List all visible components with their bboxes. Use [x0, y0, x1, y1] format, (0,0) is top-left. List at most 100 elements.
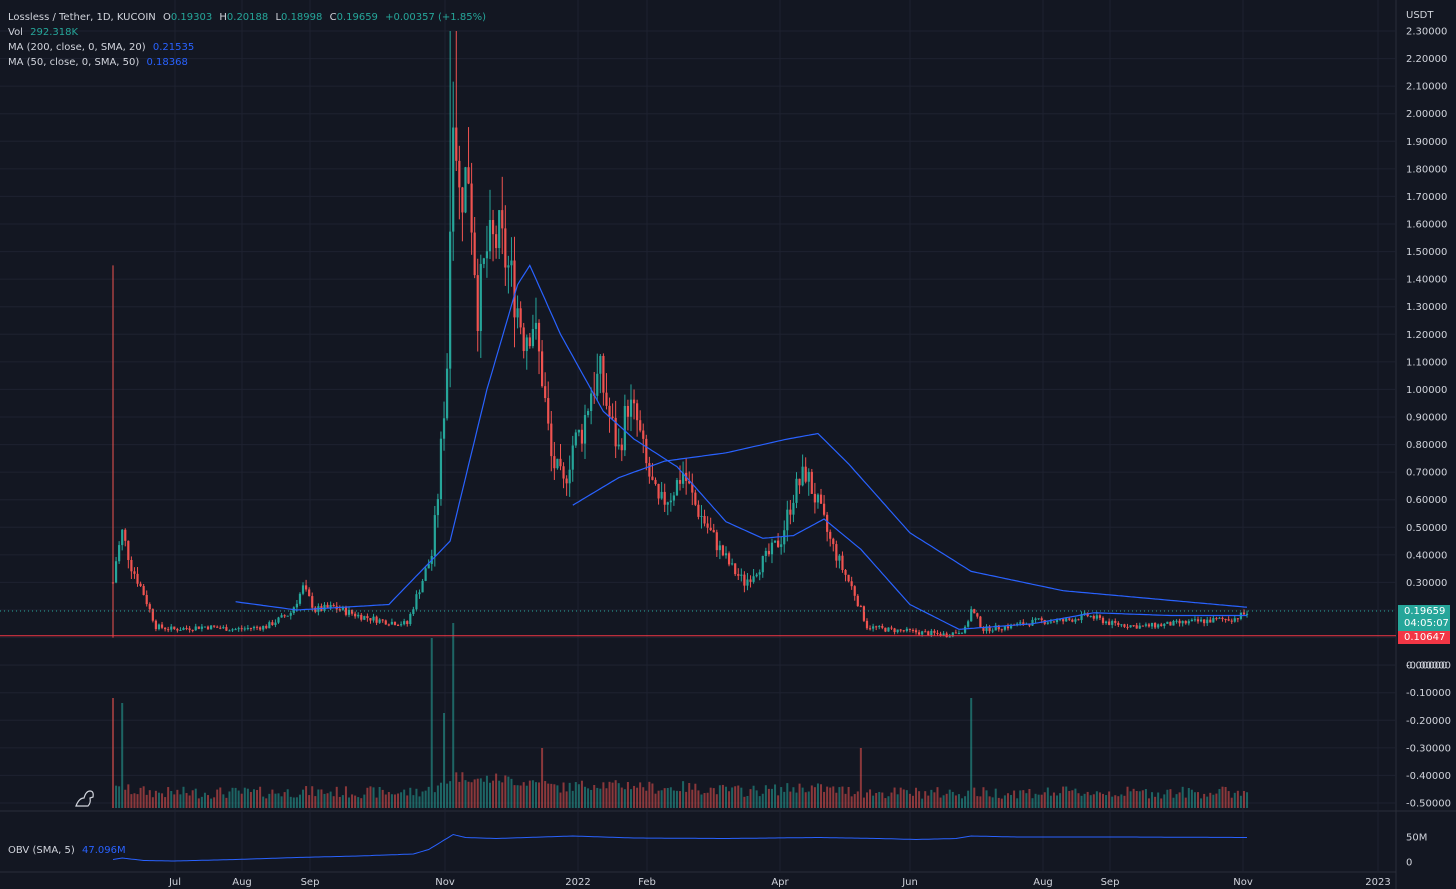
volume-bar — [758, 796, 761, 808]
candle-body — [329, 605, 332, 608]
volume-bar — [1071, 790, 1074, 808]
volume-bar — [562, 782, 565, 808]
candle-body — [271, 622, 274, 626]
volume-bar — [682, 781, 685, 808]
volume-bar — [804, 792, 807, 808]
volume-bar — [439, 782, 442, 808]
candle-body — [642, 430, 645, 439]
candle-body — [1199, 619, 1203, 622]
candle-body — [433, 515, 436, 556]
volume-bar — [878, 791, 881, 808]
candle-body — [758, 572, 761, 575]
candle-body — [914, 630, 918, 633]
candle-body — [1193, 619, 1197, 621]
candle-body — [308, 589, 311, 597]
candle-body — [583, 415, 587, 444]
candle-body — [528, 337, 531, 347]
candle-body — [372, 616, 375, 621]
candle-body — [531, 329, 535, 347]
volume-bar — [528, 780, 531, 808]
candle-body — [813, 493, 816, 503]
candle-body — [203, 626, 207, 628]
candle-body — [442, 418, 446, 439]
volume-bar — [1034, 793, 1037, 808]
candle-body — [213, 625, 216, 627]
volume-bar — [452, 623, 455, 808]
volume-bar — [338, 796, 341, 808]
volume-bar — [1172, 797, 1175, 808]
candle-body — [458, 160, 461, 188]
candle-body — [127, 540, 130, 560]
candle-body — [1040, 618, 1043, 621]
volume-bar — [872, 795, 875, 808]
volume-bar — [513, 785, 516, 808]
volume-bar — [1169, 789, 1172, 808]
candle-body — [326, 604, 329, 608]
candle-body — [1224, 618, 1227, 620]
volume-bar — [841, 786, 844, 808]
volume-bar — [1212, 794, 1215, 808]
candle-body — [1062, 619, 1065, 622]
volume-bar — [1227, 791, 1230, 808]
candle-body — [752, 576, 755, 582]
candle-body — [1157, 624, 1160, 628]
y-tick-label: 0.30000 — [1406, 578, 1447, 589]
x-tick-label: 2022 — [565, 877, 590, 888]
candle-body — [197, 626, 200, 629]
volume-bar — [997, 797, 1000, 808]
volume-bar — [167, 787, 170, 808]
volume-bar — [1086, 791, 1089, 808]
candle-body — [182, 628, 185, 630]
candle-body — [890, 627, 893, 629]
y-tick-label: 1.40000 — [1406, 275, 1447, 286]
candle-body — [614, 417, 617, 447]
candle-body — [1117, 622, 1120, 626]
y-tick-label: 1.60000 — [1406, 220, 1447, 231]
horizontal-line-tag[interactable]: 0.10647 — [1398, 631, 1450, 644]
candle-body — [280, 615, 283, 618]
candle-body — [954, 632, 957, 634]
volume-bar — [157, 792, 160, 808]
candle-body — [314, 607, 317, 612]
candle-body — [697, 504, 700, 517]
volume-bar — [142, 786, 145, 808]
candle-body — [1166, 621, 1169, 624]
volume-bar — [470, 782, 473, 808]
candle-body — [1083, 612, 1086, 615]
candle-body — [1006, 626, 1010, 629]
candle-body — [951, 632, 954, 637]
volume-bar — [1132, 788, 1135, 808]
candle-body — [1129, 625, 1132, 628]
volume-bar — [1013, 790, 1016, 808]
volume-bar — [1200, 798, 1203, 808]
candle-body — [1212, 618, 1215, 623]
candle-body — [565, 478, 568, 484]
volume-bar — [599, 788, 602, 808]
volume-bar — [112, 698, 114, 808]
volume-bar — [774, 784, 777, 808]
volume-bar — [237, 790, 240, 808]
y-tick-label: -0.50000 — [1406, 799, 1451, 810]
volume-bar — [893, 787, 896, 808]
candle-body — [856, 595, 859, 607]
candle-body — [259, 627, 262, 630]
candle-body — [994, 625, 997, 631]
candle-body — [632, 399, 636, 404]
candle-body — [265, 625, 268, 629]
x-tick-label: Nov — [1233, 877, 1253, 888]
volume-bar — [176, 789, 179, 808]
x-tick-label: Sep — [1101, 877, 1120, 888]
candle-body — [188, 628, 191, 630]
volume-bar — [948, 789, 951, 808]
volume-bar — [412, 795, 415, 808]
candle-body — [216, 626, 219, 628]
candle-body — [1052, 621, 1056, 623]
last-price-tag[interactable]: 0.19659 04:05:07 — [1398, 605, 1450, 631]
volume-bar — [767, 788, 770, 808]
candle-body — [283, 615, 286, 617]
volume-bar — [1181, 786, 1184, 808]
candle-body — [381, 619, 384, 621]
volume-bar — [541, 748, 544, 808]
candle-body — [948, 636, 951, 638]
